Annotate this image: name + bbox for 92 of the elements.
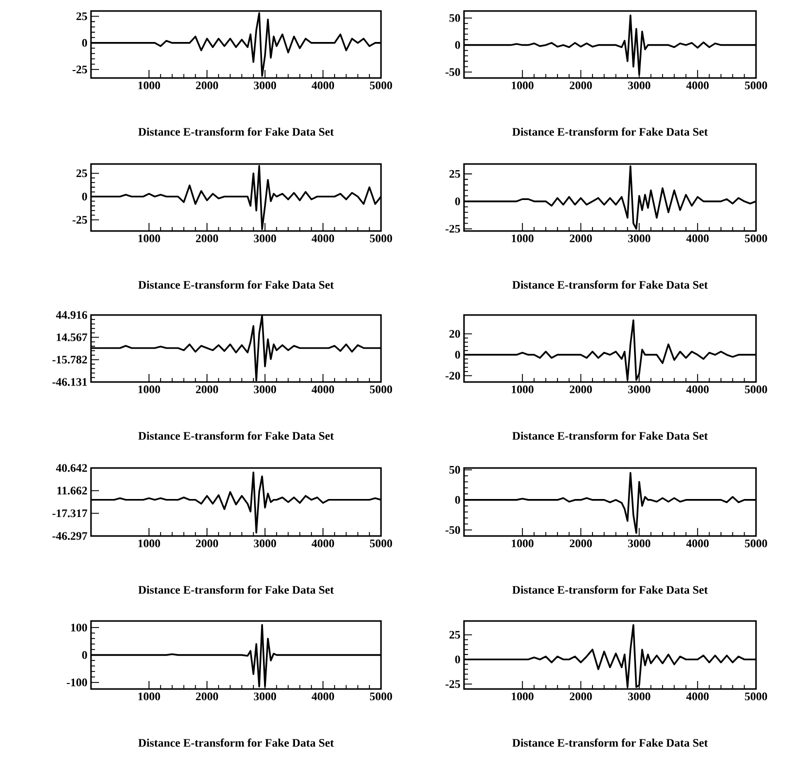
x-tick-label: 1000: [138, 386, 160, 394]
x-tick-label: 1000: [512, 540, 534, 548]
y-tick-label: 0: [82, 651, 88, 659]
x-tick-label: 3000: [628, 692, 650, 700]
x-tick-label: 4000: [686, 82, 709, 90]
x-tick-label: 4000: [686, 692, 709, 700]
x-tick-label: 2000: [196, 386, 218, 394]
x-tick-label: 3000: [628, 82, 650, 90]
y-tick-label: -50: [446, 68, 460, 76]
y-tick-label: 40.642: [56, 464, 87, 472]
x-tick-label: 2000: [570, 540, 592, 548]
x-tick-label: 2000: [196, 692, 218, 700]
x-tick-label: 5000: [744, 82, 768, 90]
y-tick-label: 25: [449, 630, 460, 639]
x-axis-title: Distance E-transform for Fake Data Set: [138, 586, 334, 594]
y-tick-label: 0: [82, 39, 88, 47]
y-tick-label: 14.567: [56, 333, 88, 342]
y-tick-label: 25: [76, 169, 88, 178]
y-tick-label: -46.297: [52, 532, 88, 540]
y-tick-label: 25: [449, 170, 460, 178]
y-tick-label: -100: [66, 678, 88, 686]
y-tick-label: 0: [455, 496, 460, 504]
x-axis-title: Distance E-transform for Fake Data Set: [138, 280, 334, 289]
x-axis-title: Distance E-transform for Fake Data Set: [512, 280, 708, 289]
x-tick-label: 5000: [370, 540, 392, 548]
y-tick-label: 44.916: [56, 311, 88, 319]
x-tick-label: 3000: [628, 540, 650, 548]
x-tick-label: 4000: [312, 234, 334, 242]
y-tick-label: 0: [455, 656, 460, 664]
y-tick-label: 0: [82, 192, 88, 200]
y-tick-label: 25: [76, 12, 88, 20]
x-tick-label: 1000: [512, 234, 534, 242]
y-tick-label: -46.131: [52, 378, 87, 386]
y-tick-label: 0: [455, 197, 460, 206]
x-tick-label: 1000: [138, 234, 160, 242]
x-tick-label: 4000: [312, 386, 334, 394]
y-tick-label: 0: [455, 41, 460, 49]
x-tick-label: 5000: [744, 692, 768, 700]
x-axis-title: Distance E-transform for Fake Data Set: [512, 128, 708, 136]
x-tick-label: 2000: [570, 82, 592, 90]
x-axis-title: Distance E-transform for Fake Data Set: [512, 586, 708, 594]
y-tick-label: 20: [449, 330, 460, 338]
x-tick-label: 4000: [686, 234, 709, 242]
x-tick-label: 1000: [138, 540, 160, 548]
x-tick-label: 2000: [196, 540, 218, 548]
y-tick-label: -17.317: [52, 509, 88, 518]
x-tick-label: 5000: [744, 234, 768, 242]
x-tick-label: 5000: [370, 692, 392, 700]
x-tick-label: 3000: [254, 540, 276, 548]
x-tick-label: 5000: [744, 540, 768, 548]
y-tick-label: 11.662: [57, 486, 87, 495]
y-tick-label: 50: [449, 14, 460, 22]
x-tick-label: 4000: [312, 540, 334, 548]
x-tick-label: 3000: [628, 386, 650, 394]
x-tick-label: 2000: [570, 386, 592, 394]
x-tick-label: 1000: [512, 386, 534, 394]
x-tick-label: 4000: [686, 386, 709, 394]
x-tick-label: 3000: [254, 386, 276, 394]
y-tick-label: -50: [446, 526, 460, 534]
x-tick-label: 2000: [570, 234, 592, 242]
y-tick-label: 100: [71, 624, 88, 632]
y-tick-label: -20: [446, 372, 460, 380]
x-tick-label: 2000: [570, 692, 592, 700]
y-tick-label: 0: [455, 350, 460, 359]
x-tick-label: 3000: [628, 234, 650, 242]
x-axis-title: Distance E-transform for Fake Data Set: [138, 128, 334, 136]
x-tick-label: 5000: [744, 386, 768, 394]
y-tick-label: -25: [72, 66, 88, 74]
y-tick-label: -25: [446, 224, 460, 233]
x-tick-label: 5000: [370, 82, 392, 90]
x-tick-label: 4000: [312, 692, 334, 700]
x-tick-label: 1000: [138, 692, 160, 700]
x-tick-label: 3000: [254, 692, 276, 700]
x-tick-label: 4000: [686, 540, 709, 548]
y-tick-label: 50: [449, 466, 460, 474]
y-tick-label: -25: [446, 680, 460, 688]
x-tick-label: 1000: [512, 692, 534, 700]
x-axis-title: Distance E-transform for Fake Data Set: [512, 432, 708, 440]
x-tick-label: 1000: [512, 82, 534, 90]
x-tick-label: 3000: [254, 234, 276, 242]
y-tick-label: -15.782: [52, 356, 87, 364]
x-tick-label: 2000: [196, 234, 218, 242]
x-axis-title: Distance E-transform for Fake Data Set: [138, 432, 334, 440]
x-tick-label: 4000: [312, 82, 334, 90]
x-tick-label: 5000: [370, 386, 392, 394]
x-tick-label: 1000: [138, 82, 160, 90]
x-axis-title: Distance E-transform for Fake Data Set: [138, 738, 334, 747]
x-axis-title: Distance E-transform for Fake Data Set: [512, 738, 708, 747]
y-tick-label: -25: [72, 216, 88, 224]
x-tick-label: 5000: [370, 234, 392, 242]
x-tick-label: 3000: [254, 82, 276, 90]
x-tick-label: 2000: [196, 82, 218, 90]
